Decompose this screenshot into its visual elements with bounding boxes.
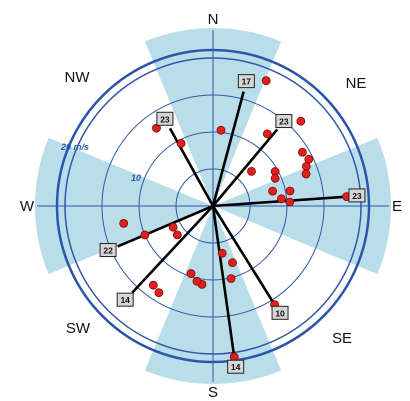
data-point-5	[301, 161, 311, 171]
data-point-8	[270, 173, 280, 183]
vector-line-3	[211, 205, 276, 306]
data-point-18	[226, 274, 236, 283]
ring-label-outer: 20 m/s	[60, 142, 89, 152]
data-point-29	[119, 218, 129, 228]
vector-line-7	[168, 127, 215, 207]
vector-badge-box	[348, 188, 366, 203]
vector-line-0	[211, 91, 245, 207]
ring-label-inner: 10	[131, 173, 141, 183]
label-east: E	[392, 198, 402, 215]
vector-badge-box	[99, 243, 117, 258]
vector-badge-box	[275, 114, 293, 129]
label-northeast: NE	[346, 75, 367, 92]
data-point-9	[268, 186, 277, 196]
vector-badge-label: 23	[279, 117, 289, 127]
vector-line-1	[212, 128, 279, 207]
data-point-3	[298, 147, 307, 157]
vector-badge-label: 14	[231, 362, 241, 372]
label-southwest: SW	[66, 320, 91, 337]
vector-badge-box	[237, 74, 255, 89]
data-point-27	[168, 222, 178, 232]
vector-badge-6: 22	[99, 243, 117, 258]
vector-badge-2: 23	[348, 188, 366, 203]
data-point-30	[176, 138, 186, 148]
label-south: S	[208, 384, 218, 401]
data-point-14	[247, 166, 256, 176]
data-point-19	[228, 258, 237, 268]
vector-badge-label: 23	[160, 114, 170, 124]
vector-badge-label: 23	[352, 191, 362, 201]
vector-badge-box	[271, 305, 289, 320]
label-southeast: SE	[332, 330, 352, 347]
vector-badge-4: 14	[227, 359, 245, 374]
vector-badge-label: 10	[275, 308, 285, 318]
vector-badge-box	[227, 359, 245, 374]
data-point-28	[140, 230, 150, 240]
data-point-1	[262, 129, 272, 139]
vector-line-6	[117, 204, 214, 248]
label-north: N	[208, 11, 219, 28]
vector-badges: 17 23 23 10 14 14 22 23	[99, 74, 366, 374]
label-west: W	[20, 198, 35, 215]
vector-badge-0: 17	[237, 74, 255, 89]
wind-vectors	[117, 91, 347, 358]
vector-badge-3: 10	[271, 305, 289, 320]
vector-badge-1: 23	[275, 114, 293, 129]
vector-badge-label: 14	[120, 295, 130, 305]
data-point-11	[277, 194, 286, 204]
data-point-10	[285, 186, 295, 196]
data-point-0	[261, 76, 271, 86]
vector-badge-7: 23	[156, 111, 174, 126]
data-point-23	[186, 269, 196, 278]
data-point-20	[217, 248, 227, 258]
data-point-22	[192, 276, 202, 286]
vector-badge-label: 22	[103, 246, 113, 256]
data-point-2	[296, 116, 306, 126]
vector-line-5	[131, 205, 214, 294]
vector-badge-box	[116, 292, 134, 307]
vector-badge-box	[156, 111, 174, 126]
vector-badge-label: 17	[242, 77, 252, 87]
data-point-25	[148, 280, 158, 290]
data-point-24	[154, 288, 164, 298]
data-point-6	[301, 169, 311, 179]
data-point-15	[216, 125, 226, 135]
vector-line-4	[211, 205, 236, 358]
data-point-12	[285, 197, 295, 207]
vector-badge-5: 14	[116, 292, 134, 307]
data-point-26	[172, 230, 182, 240]
label-northwest: NW	[65, 69, 91, 86]
